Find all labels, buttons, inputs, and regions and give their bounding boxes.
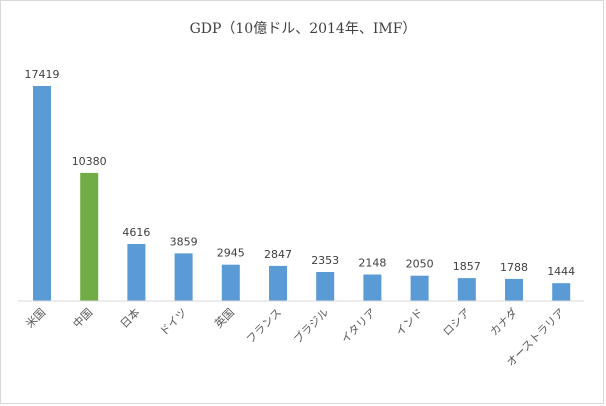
value-label-2: 4616 bbox=[122, 226, 150, 239]
category-label-6: ブラジル bbox=[290, 305, 331, 346]
bar-3 bbox=[174, 253, 193, 301]
bar-7 bbox=[363, 274, 382, 301]
value-label-6: 2353 bbox=[311, 254, 339, 267]
value-label-7: 2148 bbox=[358, 257, 386, 270]
category-label-1: 中国 bbox=[71, 306, 96, 331]
category-label-9: ロシア bbox=[440, 306, 473, 339]
bar-6 bbox=[316, 272, 335, 301]
value-label-10: 1788 bbox=[500, 261, 528, 274]
category-label-0: 米国 bbox=[23, 306, 48, 331]
category-label-8: インド bbox=[393, 306, 426, 339]
category-label-5: フランス bbox=[244, 306, 284, 346]
bar-1 bbox=[80, 172, 99, 301]
bar-11 bbox=[552, 283, 571, 301]
value-label-4: 2945 bbox=[217, 247, 245, 260]
bar-0 bbox=[33, 86, 51, 301]
chart-title: GDP（10億ドル、2014年、IMF） bbox=[189, 21, 417, 37]
value-label-5: 2847 bbox=[264, 248, 292, 261]
value-label-0: 17419 bbox=[25, 68, 60, 81]
bar-10 bbox=[505, 278, 523, 301]
value-label-11: 1444 bbox=[547, 265, 575, 278]
bar-2 bbox=[127, 244, 146, 301]
value-label-8: 2050 bbox=[406, 258, 434, 271]
category-label-2: 日本 bbox=[117, 305, 142, 330]
bar-9 bbox=[457, 278, 476, 301]
category-label-7: イタリア bbox=[339, 306, 379, 346]
category-label-10: カナダ bbox=[487, 305, 520, 338]
value-label-9: 1857 bbox=[453, 260, 481, 273]
value-label-3: 3859 bbox=[170, 235, 198, 248]
category-label-4: 英国 bbox=[211, 305, 236, 330]
bar-4 bbox=[221, 264, 240, 301]
bar-8 bbox=[410, 275, 429, 301]
category-label-3: ドイツ bbox=[157, 306, 190, 339]
bar-5 bbox=[269, 265, 287, 301]
value-label-1: 10380 bbox=[72, 155, 107, 168]
